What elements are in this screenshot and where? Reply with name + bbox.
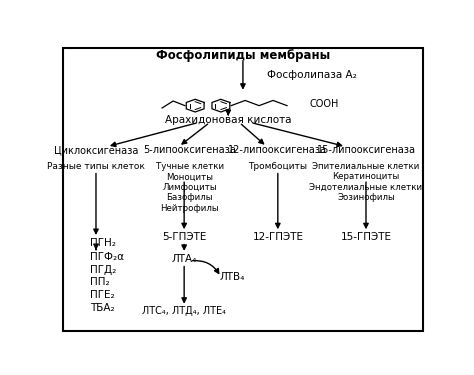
Text: ПГН₂: ПГН₂ xyxy=(91,238,116,248)
Text: 12-ГПЭТЕ: 12-ГПЭТЕ xyxy=(252,232,303,242)
Text: СООН: СООН xyxy=(309,99,338,109)
Text: 5-ГПЭТЕ: 5-ГПЭТЕ xyxy=(162,232,206,242)
Text: Циклоксигеназа: Циклоксигеназа xyxy=(54,146,138,155)
Text: ЛТА₄: ЛТА₄ xyxy=(172,254,197,264)
Text: Фосфолипаза А₂: Фосфолипаза А₂ xyxy=(267,70,356,80)
Text: ПГЕ₂: ПГЕ₂ xyxy=(91,290,115,300)
Text: ЛТС₄, ЛТД₄, ЛТЕ₄: ЛТС₄, ЛТД₄, ЛТЕ₄ xyxy=(142,306,226,316)
Text: ЛТВ₄: ЛТВ₄ xyxy=(219,273,245,282)
Text: Эпителиальные клетки
Кератиноциты
Эндотелиальные клетки
Эозинофилы: Эпителиальные клетки Кератиноциты Эндоте… xyxy=(310,162,422,202)
Text: Арахидоновая кислота: Арахидоновая кислота xyxy=(165,115,292,125)
Text: Фосфолипиды мембраны: Фосфолипиды мембраны xyxy=(156,49,330,62)
Text: Разные типы клеток: Разные типы клеток xyxy=(47,162,145,171)
Text: Тучные клетки
Моноциты
Лимфоциты
Базофилы
Нейтрофилы: Тучные клетки Моноциты Лимфоциты Базофил… xyxy=(155,162,224,213)
Text: 15-ГПЭТЕ: 15-ГПЭТЕ xyxy=(340,232,392,242)
Text: Тромбоциты: Тромбоциты xyxy=(248,162,307,171)
Text: 12-липооксигеназа: 12-липооксигеназа xyxy=(228,146,328,155)
Text: 15-липооксигеназа: 15-липооксигеназа xyxy=(317,146,416,155)
Text: ТБА₂: ТБА₂ xyxy=(91,303,115,313)
Text: ПП₂: ПП₂ xyxy=(91,278,110,287)
Text: ПГД₂: ПГД₂ xyxy=(91,265,117,274)
Text: ПГФ₂α: ПГФ₂α xyxy=(91,252,125,262)
Text: 5-липооксигеназа: 5-липооксигеназа xyxy=(143,146,236,155)
